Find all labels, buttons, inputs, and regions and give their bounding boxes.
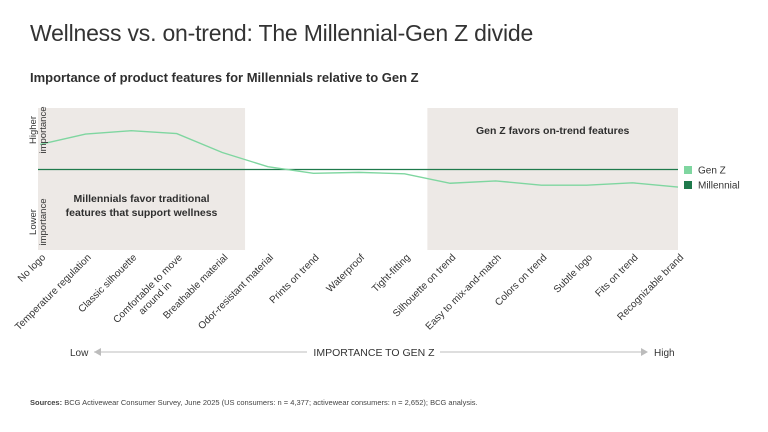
legend-label: Millennial xyxy=(698,181,740,192)
page-title: Wellness vs. on-trend: The Millennial-Ge… xyxy=(30,20,534,46)
x-tick-label: Waterproof xyxy=(325,252,368,295)
y-label-higher: Higherimportance xyxy=(28,107,49,154)
x-axis-high-label: High xyxy=(654,348,675,359)
y-label-lower: Lowerimportance xyxy=(28,199,49,246)
x-axis-arrow-right-head xyxy=(641,348,648,356)
x-tick-label: Easy to mix-and-match xyxy=(424,252,504,332)
x-tick-label: Temperature regulation xyxy=(13,252,93,332)
sources-text: BCG Activewear Consumer Survey, June 202… xyxy=(64,398,478,407)
legend-label: Gen Z xyxy=(698,166,726,177)
series-line-gen-z xyxy=(39,130,679,188)
shaded-region xyxy=(427,108,678,250)
region-label: Gen Z favors on-trend features xyxy=(476,125,630,137)
x-tick-label: Odor-resistant material xyxy=(196,252,276,332)
chart-subtitle: Importance of product features for Mille… xyxy=(30,70,419,85)
legend-swatch xyxy=(684,181,692,189)
legend-swatch xyxy=(684,166,692,174)
x-tick-label: No logo xyxy=(16,252,48,284)
x-axis-low-label: Low xyxy=(70,348,89,359)
x-tick-label: Tight-fitting xyxy=(370,252,412,294)
sources-label: Sources: xyxy=(30,398,63,407)
x-axis-arrow-left-head xyxy=(94,348,101,356)
region-label: Millennials favor traditional features th… xyxy=(66,193,218,219)
x-tick-label: Subtle logo xyxy=(552,252,595,295)
x-tick-label: Fits on trend xyxy=(593,252,640,299)
x-tick-label: Prints on trend xyxy=(268,252,322,306)
sources-note: Sources: BCG Activewear Consumer Survey,… xyxy=(30,398,478,407)
shaded-region xyxy=(38,108,246,250)
x-axis-title: IMPORTANCE TO GEN Z xyxy=(313,347,435,359)
